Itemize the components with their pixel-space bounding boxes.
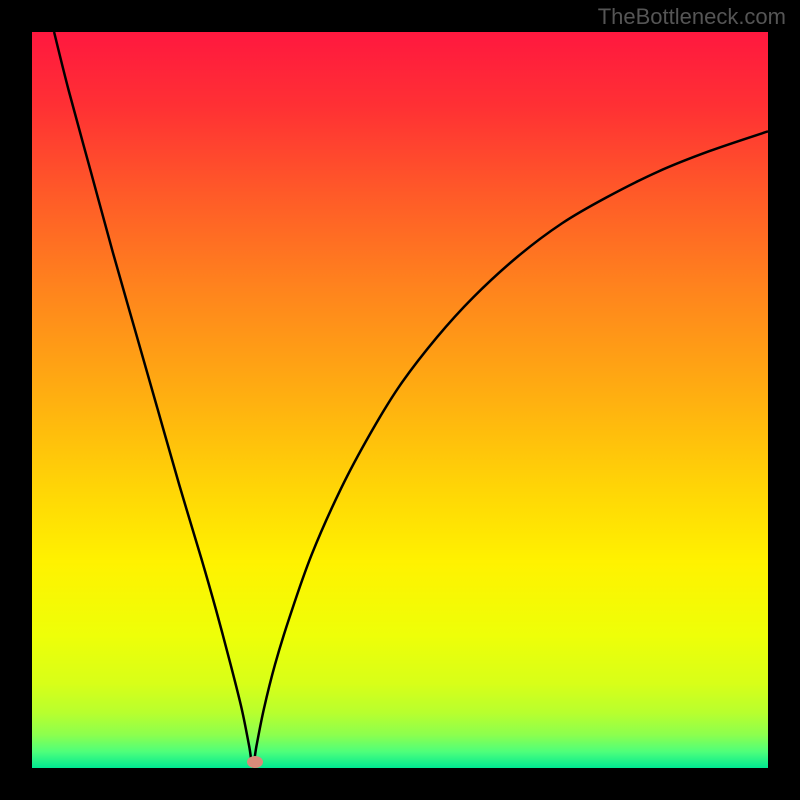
- bottleneck-curve: [32, 32, 768, 768]
- plot-area: [32, 32, 768, 768]
- minimum-marker: [247, 756, 263, 768]
- watermark-text: TheBottleneck.com: [598, 4, 786, 30]
